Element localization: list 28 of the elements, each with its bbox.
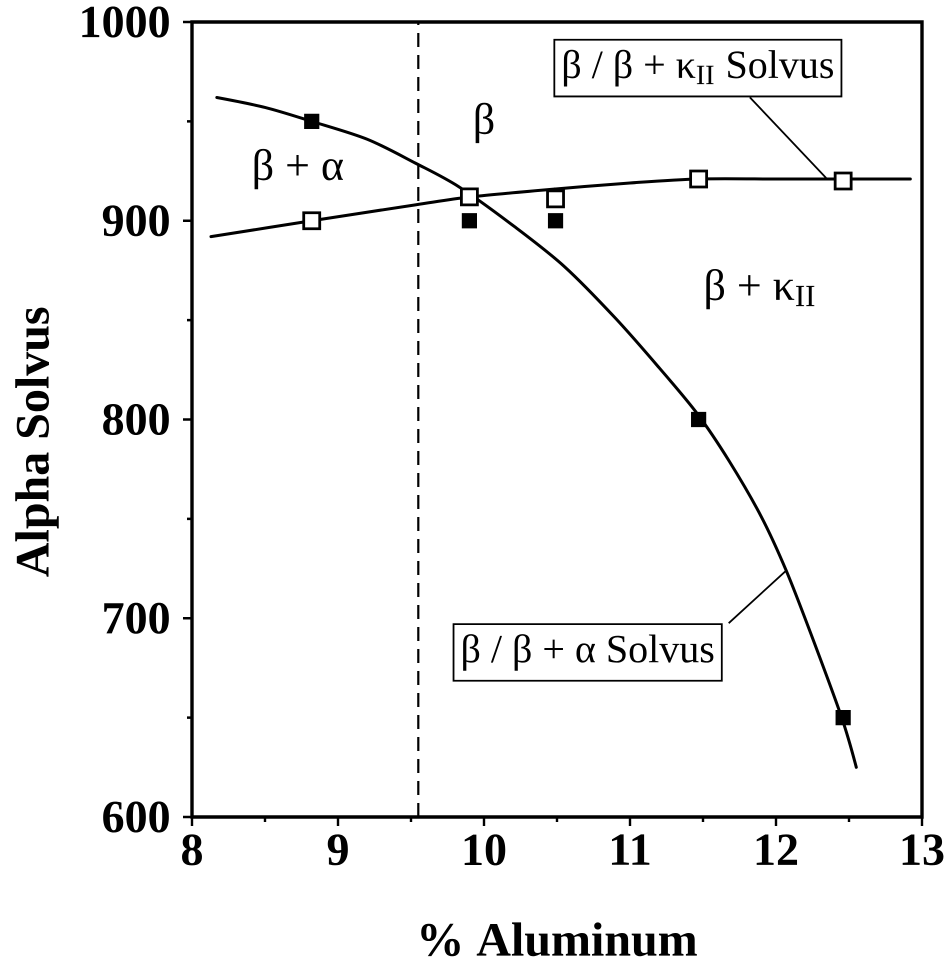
point [302,211,322,230]
annotation: β [476,102,494,144]
y-tick-label: 600 [103,801,169,833]
point [689,170,708,188]
point [548,213,564,228]
y-tick-label: 1000 [82,6,169,38]
x-axis-title: % Aluminum [421,922,697,956]
x-tick-label: 10 [464,834,506,866]
point [304,114,320,129]
annotation: β + α [254,148,343,190]
point [462,213,477,228]
y-tick-label: 700 [104,602,169,634]
point [834,172,853,190]
annotation: β / β + κ$_{II}$ Solvus [564,50,833,86]
x-tick-label: 12 [756,834,798,865]
point [460,188,479,206]
x-tick-label: 9 [328,834,348,866]
annotation: β + κ$_{II}$ [706,268,814,310]
y-axis-title: Alpha Solvus [15,308,59,577]
x-tick-label: 11 [612,834,650,865]
x-tick-label: 13 [902,834,944,866]
x-tick-label: 8 [182,834,202,866]
point [691,412,706,428]
point [546,189,565,208]
annotation: β / β + α Solvus [463,634,714,671]
y-tick-label: 800 [103,404,169,436]
point [836,710,851,726]
y-tick-label: 900 [102,205,169,236]
